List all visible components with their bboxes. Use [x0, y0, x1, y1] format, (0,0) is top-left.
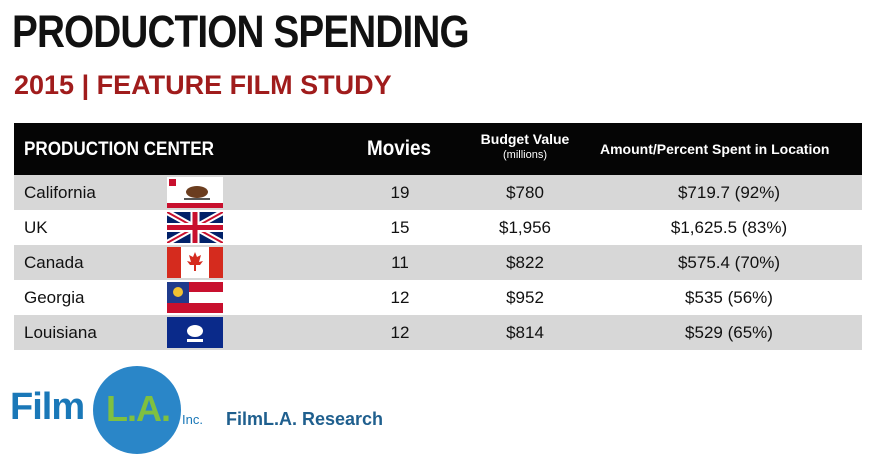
research-label: FilmL.A. Research [226, 409, 384, 429]
spending-table: PRODUCTION CENTER Movies Budget Value (m… [14, 123, 862, 350]
row-amount: $575.4 (70%) [677, 253, 781, 272]
filmla-logo: Film L.A. Inc. [10, 366, 210, 458]
header-amount: Amount/Percent Spent in Location [600, 141, 830, 157]
header-budget-label: Budget Value [480, 131, 570, 147]
row-name: Georgia [24, 288, 85, 307]
header-production-center: PRODUCTION CENTER [24, 139, 215, 160]
row-name: UK [24, 218, 48, 237]
louisiana-flag-icon [167, 317, 223, 348]
table-row: Canada 11 $822 $575.4 (70%) [14, 245, 862, 280]
table-row: Louisiana 12 $814 $529 (65%) [14, 315, 862, 350]
row-budget: $1,956 [499, 218, 551, 237]
logo-film-text: Film [10, 386, 85, 428]
uk-flag-icon [167, 212, 223, 243]
logo-inc-text: Inc. [182, 412, 203, 427]
row-budget: $814 [506, 323, 544, 342]
row-name: California [24, 183, 96, 202]
row-movies: 19 [390, 183, 410, 202]
header-budget-unit: (millions) [503, 149, 547, 161]
california-flag-icon [167, 177, 223, 208]
page-title: PRODUCTION SPENDING [12, 6, 470, 57]
table-body: California 19 $780 $719.7 (92%) UK 15 $1,956 $1… [14, 175, 862, 350]
row-budget: $822 [506, 253, 544, 272]
row-name: Louisiana [24, 323, 97, 342]
row-amount: $719.7 (92%) [677, 183, 781, 202]
row-movies: 15 [390, 218, 410, 237]
logo-circle [93, 366, 181, 454]
header-movies: Movies [367, 137, 432, 160]
canada-flag-icon [167, 247, 223, 278]
table-row: UK 15 $1,956 $1,625.5 (83%) [14, 210, 862, 245]
table-header: PRODUCTION CENTER Movies Budget Value (m… [14, 123, 862, 175]
row-name: Canada [24, 253, 84, 272]
row-movies: 11 [391, 253, 409, 272]
header-budget: Budget Value (millions) [470, 131, 580, 161]
row-amount: $529 (65%) [685, 323, 773, 342]
row-budget: $780 [506, 183, 544, 202]
row-amount: $1,625.5 (83%) [670, 218, 788, 237]
row-budget: $952 [506, 288, 544, 307]
row-movies: 12 [390, 323, 410, 342]
row-amount: $535 (56%) [685, 288, 773, 307]
row-movies: 12 [390, 288, 410, 307]
table-row: Georgia 12 $952 $535 (56%) [14, 280, 862, 315]
logo-la-text: L.A. [106, 388, 171, 429]
georgia-flag-icon [167, 282, 223, 313]
table-row: California 19 $780 $719.7 (92%) [14, 175, 862, 210]
page-subtitle: 2015 | FEATURE FILM STUDY [14, 70, 392, 100]
